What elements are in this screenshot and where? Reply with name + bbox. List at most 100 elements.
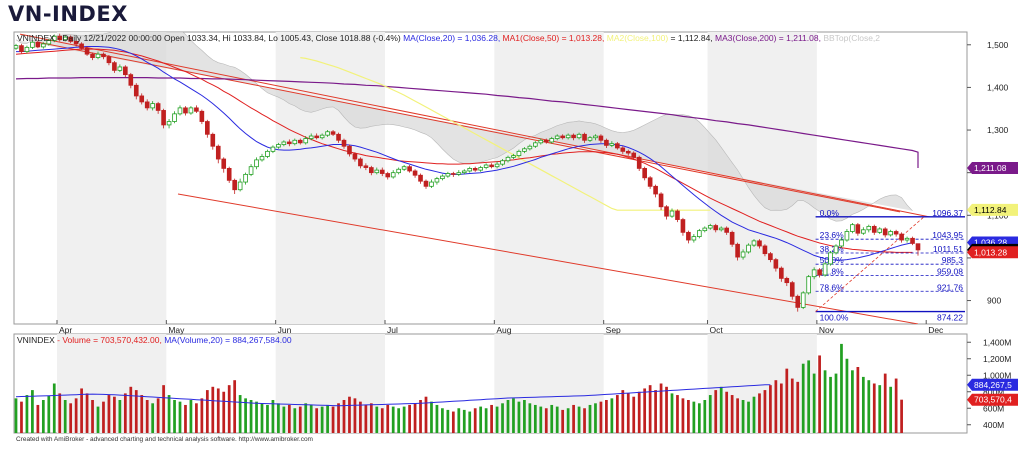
price-header-bbtop: BBTop(Close,2	[821, 33, 880, 43]
volume-bar	[304, 403, 308, 433]
volume-axis-label: 600M	[983, 403, 1004, 413]
volume-axis-label: 1,200M	[983, 354, 1011, 364]
candle	[724, 226, 729, 235]
candle-body	[702, 227, 708, 232]
candle-body	[904, 237, 910, 241]
price-axis-label: 1,500	[987, 40, 1009, 50]
volume-bar	[397, 408, 401, 433]
candle	[205, 119, 210, 138]
volume-bar	[741, 400, 745, 433]
month-label: Jul	[387, 325, 398, 335]
candle	[691, 234, 697, 243]
volume-bar	[216, 388, 220, 433]
candle-body	[172, 113, 177, 122]
trend-line	[177, 193, 919, 324]
candle-body	[161, 110, 166, 126]
candle	[888, 229, 893, 237]
candle-body	[664, 206, 669, 217]
volume-bar	[41, 400, 45, 433]
candle-body	[276, 144, 281, 148]
volume-bar	[58, 393, 62, 433]
candle	[440, 174, 445, 181]
volume-bar	[894, 378, 898, 433]
candle-body	[412, 170, 418, 176]
candle	[861, 227, 866, 235]
volume-bar	[484, 408, 488, 433]
candle-body	[697, 230, 702, 238]
candle-body	[554, 135, 560, 139]
candle	[543, 138, 549, 144]
candle	[385, 171, 391, 180]
candle-body	[62, 36, 68, 41]
volume-bar	[566, 408, 570, 433]
candle	[24, 45, 30, 54]
candle-body	[740, 251, 746, 258]
volume-bar	[703, 400, 707, 433]
candle-body	[899, 233, 904, 241]
candle-body	[817, 269, 822, 276]
volume-bar	[413, 403, 417, 433]
candle	[248, 164, 254, 177]
candle-body	[243, 173, 248, 183]
candle	[188, 106, 194, 115]
volume-bar	[687, 400, 690, 433]
candle-body	[254, 159, 259, 168]
candle-body	[669, 210, 675, 217]
volume-bar	[632, 396, 636, 433]
volume-bar	[845, 358, 849, 433]
candle-body	[855, 224, 861, 234]
candle	[172, 111, 177, 124]
volume-bar	[670, 393, 674, 433]
candle-body	[106, 56, 112, 64]
month-stripe	[57, 334, 167, 433]
candle-body	[166, 121, 172, 126]
volume-bar	[490, 404, 493, 433]
candle	[412, 169, 418, 178]
candle-body	[522, 148, 527, 152]
candle-body	[112, 62, 117, 71]
candle-body	[795, 295, 801, 308]
candle	[101, 52, 106, 60]
candle-body	[565, 134, 571, 139]
candle	[73, 39, 79, 47]
candle-body	[636, 156, 642, 169]
candle-body	[811, 269, 817, 278]
fib-value-label: 1011.51	[933, 244, 963, 254]
candle-body	[647, 177, 653, 187]
candle-body	[101, 53, 106, 58]
volume-bar	[856, 367, 860, 433]
candle	[221, 157, 227, 173]
candle-body	[779, 267, 784, 279]
volume-bar	[359, 401, 362, 433]
footer-credit: Created with AmiBroker - advanced charti…	[16, 436, 313, 443]
month-label: Aug	[496, 325, 511, 335]
volume-bar	[277, 403, 280, 433]
candle-body	[292, 139, 298, 145]
candle-body	[396, 168, 401, 174]
candle	[680, 217, 686, 236]
candle	[718, 226, 724, 232]
volume-bar	[539, 406, 543, 433]
candle	[631, 151, 637, 160]
candle-body	[839, 239, 844, 247]
candle-body	[314, 135, 319, 139]
candle	[84, 46, 90, 56]
volume-bar	[681, 398, 685, 433]
candle	[839, 237, 844, 248]
candle	[90, 52, 95, 61]
candle	[259, 153, 265, 162]
volume-bar	[446, 409, 450, 433]
candle-body	[707, 225, 713, 229]
candle	[915, 243, 921, 256]
candle	[604, 138, 609, 148]
candle-body	[123, 66, 128, 76]
candle-body	[478, 167, 483, 171]
volume-bar	[380, 408, 384, 433]
candle	[636, 155, 642, 171]
volume-marker-tag	[967, 378, 1018, 391]
volume-bar	[74, 398, 78, 433]
candle-body	[451, 173, 456, 175]
candle	[133, 83, 139, 100]
volume-bar	[501, 403, 504, 433]
